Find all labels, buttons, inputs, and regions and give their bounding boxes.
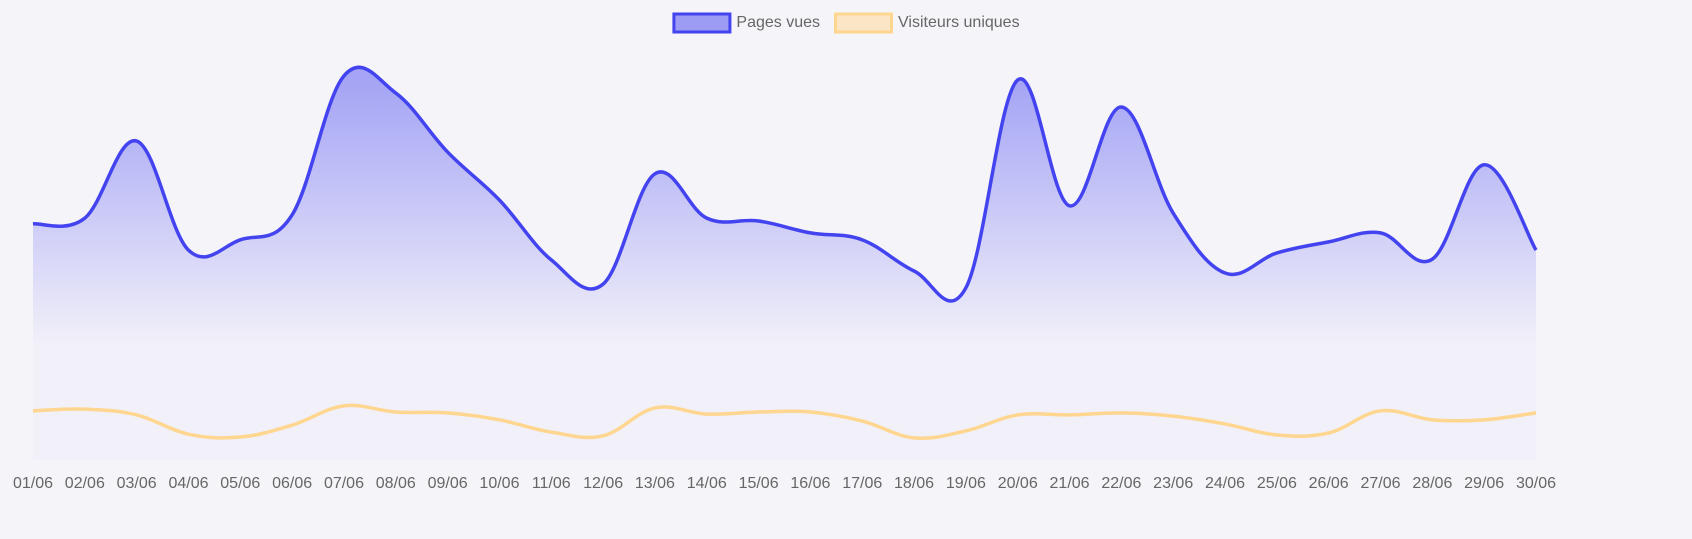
x-tick-label: 07/06 [324, 475, 364, 492]
x-tick-label: 26/06 [1309, 475, 1349, 492]
x-tick-label: 29/06 [1464, 475, 1504, 492]
x-tick-label: 19/06 [946, 475, 986, 492]
legend-label: Visiteurs uniques [898, 14, 1020, 31]
x-tick-label: 02/06 [65, 475, 105, 492]
x-tick-label: 16/06 [790, 475, 830, 492]
x-tick-label: 23/06 [1153, 475, 1193, 492]
line [32, 65, 1538, 303]
x-tick-label: 21/06 [1050, 475, 1090, 492]
legend-swatch [672, 12, 732, 34]
x-tick-label: 17/06 [842, 475, 882, 492]
x-tick-label: 09/06 [428, 475, 468, 492]
x-tick-label: 10/06 [479, 475, 519, 492]
x-tick-label: 14/06 [687, 475, 727, 492]
x-tick-label: 04/06 [168, 475, 208, 492]
x-tick-label: 13/06 [635, 475, 675, 492]
line [32, 403, 1537, 440]
x-tick-label: 18/06 [894, 475, 934, 492]
area [33, 67, 1536, 460]
x-tick-label: 01/06 [13, 475, 53, 492]
x-tick-label: 11/06 [532, 475, 571, 492]
x-tick-label: 24/06 [1205, 475, 1245, 492]
legend-label: Pages vues [736, 14, 820, 31]
x-tick-label: 27/06 [1360, 475, 1400, 492]
x-tick-label: 12/06 [583, 475, 623, 492]
x-tick-label: 30/06 [1516, 475, 1556, 492]
legend: Pages vues Visiteurs uniques [672, 12, 1020, 34]
x-tick-label: 08/06 [376, 475, 416, 492]
x-tick-label: 03/06 [117, 475, 157, 492]
x-tick-label: 20/06 [998, 475, 1038, 492]
x-tick-label: 25/06 [1257, 475, 1297, 492]
x-tick-label: 06/06 [272, 475, 312, 492]
x-tick-label: 05/06 [220, 475, 260, 492]
legend-swatch [834, 12, 894, 34]
x-tick-label: 15/06 [739, 475, 779, 492]
x-tick-label: 28/06 [1412, 475, 1452, 492]
x-tick-label: 22/06 [1101, 475, 1141, 492]
